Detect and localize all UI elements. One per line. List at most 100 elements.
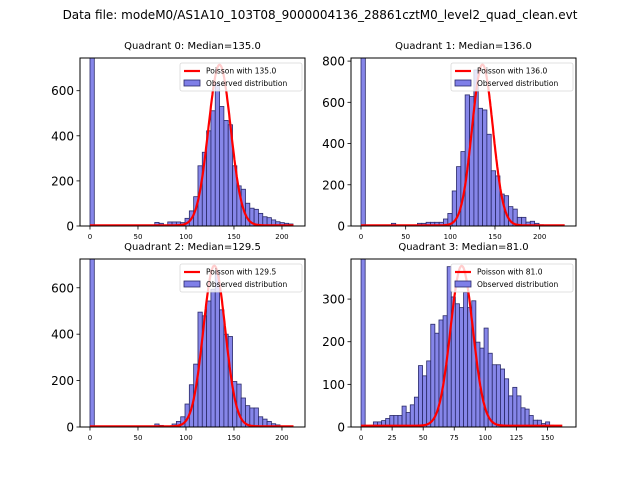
legend: Poisson with 81.0 Observed distribution xyxy=(450,263,574,293)
subplot-title: Quadrant 3: Median=81.0 xyxy=(398,242,528,253)
axes-frame xyxy=(79,57,306,227)
histogram-bar xyxy=(438,319,444,427)
histogram-bar xyxy=(360,58,366,226)
legend-box xyxy=(179,263,303,293)
legend-label-observed: Observed distribution xyxy=(206,79,287,88)
legend: Poisson with 129.5 Observed distribution xyxy=(179,263,303,293)
x-tick-label: 150 xyxy=(227,434,240,442)
subplot-quadrant-2: Quadrant 2: Median=129.5 0 200 400 600 0 50 100… xyxy=(51,242,306,442)
legend-label-poisson: Poisson with 136.0 xyxy=(477,67,547,76)
y-tick-label: 200 xyxy=(322,178,345,192)
y-tick-label: 600 xyxy=(322,96,345,110)
poisson-curve xyxy=(90,264,294,427)
x-tick-label: 50 xyxy=(134,233,143,241)
x-tick-label: 50 xyxy=(401,233,410,241)
histogram-bar xyxy=(219,309,225,427)
legend-patch-icon xyxy=(183,280,201,288)
histogram-bar xyxy=(520,407,526,427)
legend-patch-icon xyxy=(183,79,201,87)
legend-label-observed: Observed distribution xyxy=(477,280,558,289)
y-tick-label: 200 xyxy=(51,174,74,188)
histogram-bar xyxy=(524,408,530,427)
y-tick-label: 200 xyxy=(51,374,74,388)
histogram-bar xyxy=(486,133,492,226)
histogram-bar xyxy=(89,58,95,226)
histogram-bar xyxy=(430,323,436,427)
y-tick-label: 400 xyxy=(322,137,345,151)
x-tick-label: 100 xyxy=(179,233,192,241)
y-tick-label: 600 xyxy=(51,281,74,295)
x-tick-label: 0 xyxy=(359,434,363,442)
x-tick-label: 150 xyxy=(227,233,240,241)
legend-box xyxy=(450,263,574,293)
legend-box xyxy=(179,62,303,92)
x-tick-label: 50 xyxy=(134,434,143,442)
histogram-bar xyxy=(454,303,460,427)
histogram-bar xyxy=(500,368,505,427)
histogram-bar xyxy=(508,395,514,427)
x-tick-label: 0 xyxy=(359,233,363,241)
histogram-bar xyxy=(210,288,216,427)
histogram-bar xyxy=(401,405,407,427)
histogram-bar xyxy=(490,170,496,226)
x-tick-label: 100 xyxy=(179,434,192,442)
histogram-bar xyxy=(206,300,212,427)
histogram-bar xyxy=(422,375,428,427)
poisson-curve xyxy=(90,63,294,226)
axes-frame xyxy=(350,57,577,227)
y-tick-label: 0 xyxy=(337,421,345,435)
histogram-bar xyxy=(413,396,419,427)
y-tick-label: 600 xyxy=(51,84,74,98)
y-tick-label: 400 xyxy=(51,328,74,342)
legend: Poisson with 136.0 Observed distribution xyxy=(450,62,574,92)
y-tick-label: 0 xyxy=(337,220,345,234)
histogram-bar xyxy=(516,395,522,427)
x-tick-label: 200 xyxy=(275,434,288,442)
subplot-quadrant-1: Quadrant 1: Median=136.0 0 200 400 600 800 0 50… xyxy=(322,41,577,241)
x-tick-label: 150 xyxy=(488,233,501,241)
legend-patch-icon xyxy=(454,280,472,288)
histogram-bar xyxy=(495,364,501,427)
histogram-bar xyxy=(253,407,259,427)
histogram-bar xyxy=(467,307,473,427)
subplot-quadrant-3: Quadrant 3: Median=81.0 0 100 200 300 0 25 50 75… xyxy=(322,242,577,442)
histogram-bar xyxy=(418,365,423,427)
x-tick-label: 125 xyxy=(510,434,523,442)
histogram-bar xyxy=(249,407,255,427)
histogram-bar xyxy=(491,364,497,427)
histogram-bar xyxy=(219,106,225,226)
histogram-bar xyxy=(214,82,220,226)
x-tick-label: 50 xyxy=(419,434,428,442)
subplot-title: Quadrant 0: Median=135.0 xyxy=(124,41,261,52)
histogram-bar xyxy=(223,120,229,226)
y-tick-label: 0 xyxy=(66,421,74,435)
figure-suptitle: Data file: modeM0/AS1A10_103T08_90000041… xyxy=(62,8,578,22)
axes-frame xyxy=(350,258,577,428)
y-tick-label: 300 xyxy=(322,293,345,307)
subplot-title: Quadrant 2: Median=129.5 xyxy=(124,242,261,253)
histogram-bar xyxy=(504,378,510,427)
histogram-bar xyxy=(477,107,483,226)
legend-label-poisson: Poisson with 129.5 xyxy=(206,268,276,277)
legend-label-poisson: Poisson with 81.0 xyxy=(477,268,543,277)
histogram-bar xyxy=(360,259,366,427)
histogram-bar xyxy=(426,360,432,427)
histogram-bar xyxy=(459,307,464,427)
x-tick-label: 200 xyxy=(275,233,288,241)
x-tick-label: 100 xyxy=(479,434,492,442)
y-tick-label: 400 xyxy=(51,129,74,143)
histogram-bar xyxy=(409,404,415,427)
histogram-bar xyxy=(89,259,95,427)
legend-box xyxy=(450,62,574,92)
x-tick-label: 100 xyxy=(444,233,457,241)
subplot-title: Quadrant 1: Median=136.0 xyxy=(395,41,532,52)
subplot-quadrant-0: Quadrant 0: Median=135.0 0 200 400 600 0 50 100… xyxy=(51,41,306,241)
legend-label-observed: Observed distribution xyxy=(206,280,287,289)
histogram-bar xyxy=(214,270,220,427)
axes-frame xyxy=(79,258,306,428)
histogram-bars xyxy=(360,259,559,427)
x-tick-label: 200 xyxy=(533,233,546,241)
histogram-bar xyxy=(512,386,518,427)
x-tick-label: 0 xyxy=(88,233,92,241)
